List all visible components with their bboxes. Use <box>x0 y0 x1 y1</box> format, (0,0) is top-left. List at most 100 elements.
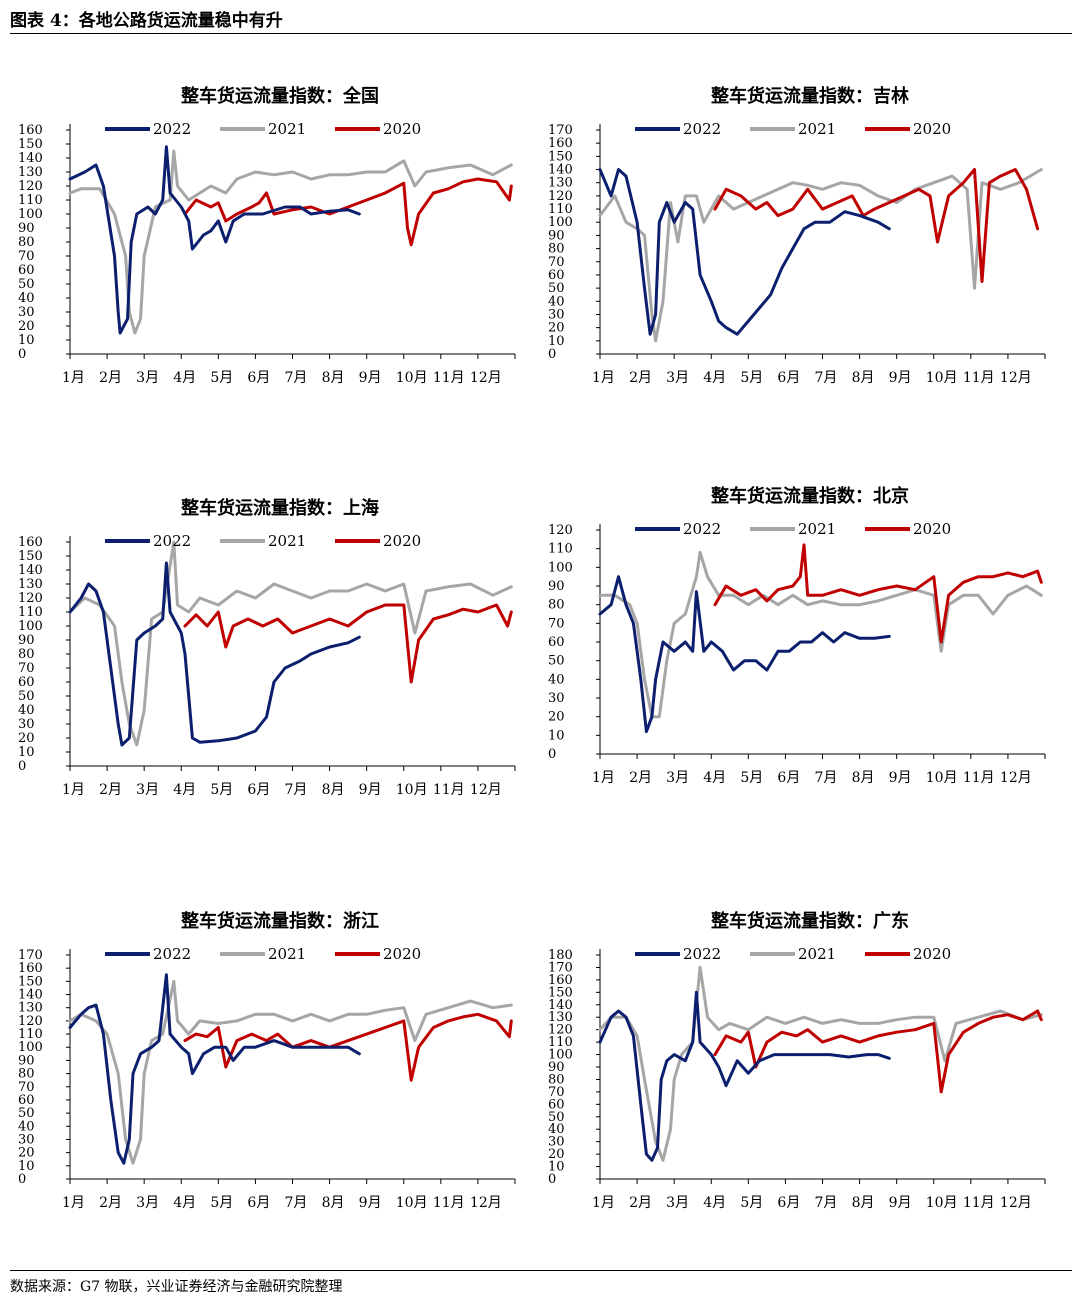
y-tick-label: 100 <box>548 560 573 575</box>
y-tick-label: 20 <box>18 731 35 746</box>
x-tick-label: 11月 <box>963 770 995 786</box>
y-tick-label: 130 <box>18 165 43 180</box>
x-tick-label: 12月 <box>470 782 502 798</box>
x-tick-label: 8月 <box>322 1195 345 1211</box>
x-tick-label: 1月 <box>62 1195 85 1211</box>
x-tick-label: 10月 <box>396 1195 428 1211</box>
x-tick-label: 1月 <box>592 1195 615 1211</box>
y-tick-label: 70 <box>18 1080 35 1095</box>
x-tick-label: 10月 <box>926 370 958 386</box>
chart-jilin: 整车货运流量指数：吉林 0 10 20 30 40 50 60 70 80 90 100 110 120 1… <box>540 70 1080 470</box>
series-line-2021 <box>68 149 513 335</box>
chart-beijing: 整车货运流量指数：北京 0 10 20 30 40 50 60 70 80 90 100 110 120 1… <box>540 470 1080 870</box>
y-tick-label: 110 <box>18 193 43 208</box>
y-tick-label: 110 <box>548 1035 573 1050</box>
chart-title: 整车货运流量指数：上海 <box>180 497 379 519</box>
x-tick-label: 3月 <box>666 370 689 386</box>
x-tick-label: 6月 <box>777 370 800 386</box>
y-tick-label: 60 <box>548 635 565 650</box>
x-tick-label: 9月 <box>359 782 382 798</box>
y-tick-label: 70 <box>548 255 565 270</box>
x-tick-label: 8月 <box>852 770 875 786</box>
y-tick-label: 100 <box>548 1048 573 1063</box>
chart-title: 整车货运流量指数：浙江 <box>180 910 379 932</box>
y-tick-label: 140 <box>18 151 43 166</box>
y-tick-label: 0 <box>548 347 556 362</box>
x-tick-label: 7月 <box>285 370 308 386</box>
x-tick-label: 2月 <box>99 782 122 798</box>
y-tick-label: 10 <box>18 333 35 348</box>
y-tick-label: 150 <box>548 149 573 164</box>
x-tick-label: 11月 <box>963 370 995 386</box>
y-tick-label: 120 <box>548 1023 573 1038</box>
y-tick-label: 150 <box>18 137 43 152</box>
bottom-divider <box>10 1270 1072 1271</box>
x-tick-label: 12月 <box>1000 1195 1032 1211</box>
y-tick-label: 40 <box>548 294 565 309</box>
x-tick-label: 9月 <box>359 1195 382 1211</box>
x-tick-label: 2月 <box>99 370 122 386</box>
y-tick-label: 160 <box>548 973 573 988</box>
y-tick-label: 110 <box>18 605 43 620</box>
x-tick-label: 1月 <box>592 770 615 786</box>
x-tick-label: 5月 <box>210 370 233 386</box>
x-tick-label: 3月 <box>666 770 689 786</box>
series-line-2021 <box>598 168 1043 343</box>
y-tick-label: 20 <box>548 321 565 336</box>
y-tick-label: 140 <box>548 163 573 178</box>
y-tick-label: 100 <box>18 207 43 222</box>
x-tick-label: 8月 <box>852 370 875 386</box>
x-tick-label: 12月 <box>1000 370 1032 386</box>
y-tick-label: 10 <box>548 334 565 349</box>
x-tick-label: 4月 <box>173 1195 196 1211</box>
y-tick-label: 120 <box>548 189 573 204</box>
chart-title: 整车货运流量指数：北京 <box>710 485 909 507</box>
legend-label-2022: 2022 <box>683 120 721 138</box>
legend-label-2021: 2021 <box>268 945 306 963</box>
y-tick-label: 30 <box>548 1135 565 1150</box>
legend-label-2022: 2022 <box>683 945 721 963</box>
chart-shanghai: 整车货运流量指数：上海 0 10 20 30 40 50 60 70 80 90 100 110 120 1… <box>10 482 550 882</box>
y-tick-label: 0 <box>18 347 26 362</box>
chart-svg: 整车货运流量指数：全国01020304050607080901001101201… <box>18 85 516 386</box>
chart-guangdong: 整车货运流量指数：广东 0 10 20 30 40 50 60 70 80 90 100 110 120 1… <box>540 895 1080 1295</box>
x-tick-label: 10月 <box>396 370 428 386</box>
y-tick-label: 120 <box>18 1014 43 1029</box>
x-tick-label: 4月 <box>173 782 196 798</box>
series-line-2022 <box>598 990 891 1162</box>
y-tick-label: 120 <box>548 523 573 538</box>
chart-svg: 整车货运流量指数：上海01020304050607080901001101201… <box>18 497 516 798</box>
y-tick-label: 50 <box>548 1110 565 1125</box>
legend-label-2020: 2020 <box>913 945 951 963</box>
x-tick-label: 9月 <box>359 370 382 386</box>
y-tick-label: 120 <box>18 179 43 194</box>
legend-label-2021: 2021 <box>798 945 836 963</box>
y-tick-label: 30 <box>18 305 35 320</box>
x-tick-label: 6月 <box>777 770 800 786</box>
legend-label-2021: 2021 <box>268 532 306 550</box>
series-line-2022 <box>598 575 891 734</box>
x-tick-label: 5月 <box>740 770 763 786</box>
y-tick-label: 140 <box>18 563 43 578</box>
y-tick-label: 30 <box>548 691 565 706</box>
x-tick-label: 5月 <box>740 370 763 386</box>
x-tick-label: 12月 <box>470 1195 502 1211</box>
x-tick-label: 4月 <box>703 770 726 786</box>
y-tick-label: 0 <box>548 747 556 762</box>
y-tick-label: 40 <box>18 291 35 306</box>
y-tick-label: 160 <box>18 535 43 550</box>
y-tick-label: 130 <box>18 577 43 592</box>
y-tick-label: 80 <box>548 1072 565 1087</box>
series-line-2020 <box>713 543 1043 644</box>
series-line-2022 <box>68 561 361 747</box>
chart-svg: 整车货运流量指数：广东01020304050607080901001101201… <box>548 910 1046 1211</box>
x-tick-label: 8月 <box>852 1195 875 1211</box>
data-source-note: 数据来源：G7 物联，兴业证券经济与金融研究院整理 <box>10 1279 343 1295</box>
y-tick-label: 170 <box>548 123 573 138</box>
series-line-2022 <box>68 973 361 1165</box>
y-tick-label: 70 <box>548 616 565 631</box>
y-tick-label: 50 <box>18 689 35 704</box>
x-tick-label: 7月 <box>815 1195 838 1211</box>
y-tick-label: 50 <box>548 654 565 669</box>
x-tick-label: 3月 <box>136 782 159 798</box>
